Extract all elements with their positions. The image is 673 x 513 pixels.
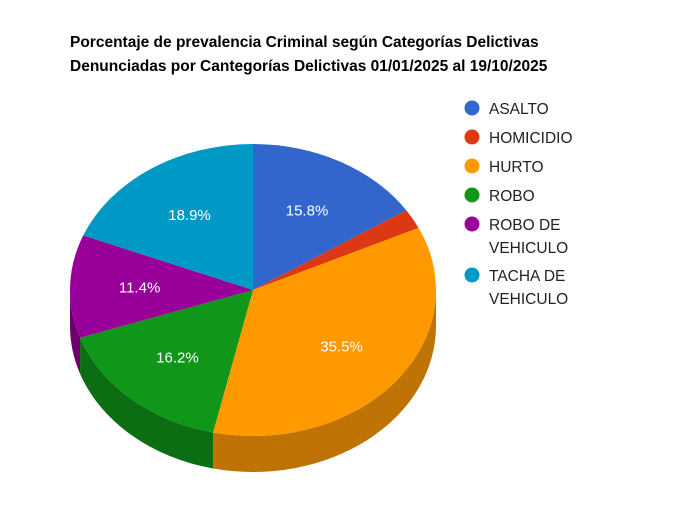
pie-side-walls [70, 290, 436, 472]
legend-label: VEHICULO [489, 291, 568, 308]
legend-label: ROBO [489, 188, 535, 205]
legend-item-asalto[interactable]: ASALTO [464, 100, 549, 119]
pie-slice-asalto[interactable] [253, 144, 407, 290]
chart-title-line-1: Porcentaje de prevalencia Criminal según… [70, 34, 539, 51]
legend-item-robo[interactable]: ROBO [464, 187, 535, 206]
slice-label-hurto: 35.5% [320, 339, 363, 356]
legend-swatch [464, 267, 480, 283]
pie-side-hurto [213, 290, 436, 472]
legend-label: ROBO DE [489, 217, 560, 234]
chart-title-line-2: Denunciadas por Cantegorías Delictivas 0… [70, 58, 548, 75]
pie-side-robo [80, 337, 214, 469]
legend-item-homicidio[interactable]: HOMICIDIO [464, 129, 573, 148]
legend-swatch [464, 100, 480, 116]
pie-side-robo-de-vehiculo [70, 290, 81, 374]
legend-swatch [464, 129, 480, 145]
legend-item-robo-de-vehiculo[interactable]: ROBO DE VEHICULO [464, 216, 569, 258]
pie-slice-homicidio[interactable] [253, 210, 419, 290]
legend-label: VEHICULO [489, 240, 568, 257]
pie-slice-hurto[interactable] [213, 227, 437, 437]
slice-label-tacha-de-vehiculo: 18.9% [168, 207, 211, 224]
pie-slice-tacha-de-vehiculo[interactable] [83, 144, 254, 290]
slice-label-robo: 16.2% [156, 350, 199, 367]
legend-swatch [464, 187, 480, 203]
legend-item-hurto[interactable]: HURTO [464, 158, 544, 177]
legend-label: TACHA DE [489, 268, 565, 285]
legend-label: HURTO [489, 159, 544, 176]
legend-label: ASALTO [489, 101, 549, 118]
pie-plot: 15.8% 35.5% 16.2% 11.4% 18.9% [70, 144, 437, 472]
legend-swatch [464, 158, 480, 174]
legend-swatch [464, 216, 480, 232]
pie-slice-robo[interactable] [80, 290, 253, 433]
chart-title: Porcentaje de prevalencia Criminal según… [70, 34, 548, 75]
slice-label-robo-de-vehiculo: 11.4% [119, 280, 160, 297]
legend-item-tacha-de-vehiculo[interactable]: TACHA DE VEHICULO [464, 267, 569, 309]
legend-label: HOMICIDIO [489, 130, 573, 147]
slice-label-asalto: 15.8% [286, 202, 329, 219]
pie-slice-robo-de-vehiculo[interactable] [70, 235, 253, 338]
